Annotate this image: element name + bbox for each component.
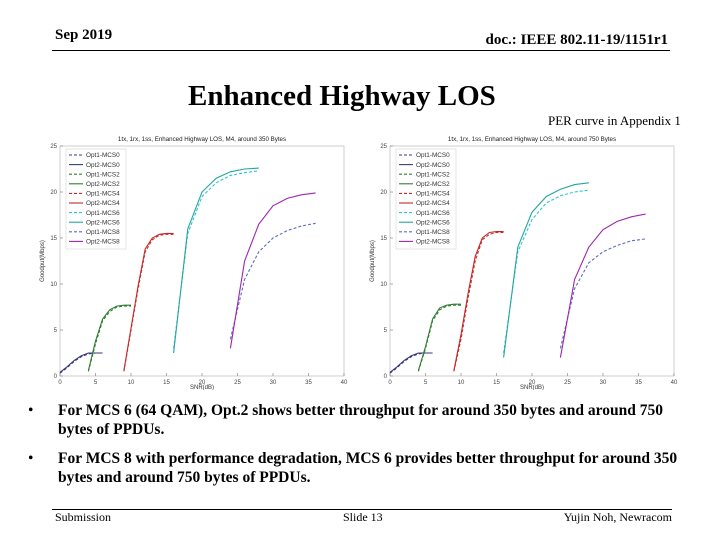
x-tick-label: 40 <box>671 380 678 386</box>
x-tick-label: 35 <box>305 380 312 386</box>
x-tick-label: 5 <box>94 380 98 386</box>
series-line-opt2-mcs6 <box>173 167 259 354</box>
chart-title: 1tx, 1rx, 1ss, Enhanced Highway LOS, M4,… <box>448 136 616 143</box>
x-tick-label: 5 <box>424 380 428 386</box>
y-tick-label: 10 <box>380 282 387 288</box>
x-tick-label: 30 <box>270 380 277 386</box>
legend-entry: Opt2-MCS0 <box>86 162 120 169</box>
legend-entry: Opt2-MCS2 <box>86 181 120 188</box>
legend-entry: Opt1-MCS4 <box>416 191 450 198</box>
series-line-opt1-mcs2 <box>417 304 461 372</box>
series-line-opt2-mcs6 <box>503 182 589 358</box>
series-line-opt1-mcs8 <box>559 238 646 349</box>
bullet-list: • For MCS 6 (64 QAM), Opt.2 shows better… <box>28 401 698 497</box>
series-line-opt2-mcs8 <box>229 192 316 349</box>
x-tick-label: 25 <box>234 380 241 386</box>
legend-entry: Opt2-MCS0 <box>416 162 450 169</box>
series-line-opt2-mcs0 <box>389 352 433 373</box>
y-tick-label: 15 <box>50 236 57 242</box>
y-tick-label: 0 <box>384 374 388 380</box>
y-tick-label: 20 <box>380 190 387 196</box>
x-tick-label: 20 <box>529 380 536 386</box>
series-line-opt2-mcs2 <box>87 304 131 371</box>
legend-entry: Opt1-MCS8 <box>86 229 120 236</box>
legend-entry: Opt1-MCS8 <box>416 229 450 236</box>
y-tick-label: 10 <box>50 282 57 288</box>
legend-entry: Opt1-MCS6 <box>416 210 450 217</box>
footer-slide-number: Slide 13 <box>343 510 383 524</box>
x-tick-label: 10 <box>458 380 465 386</box>
series-line-opt2-mcs4 <box>453 231 504 371</box>
legend-entry: Opt1-MCS2 <box>416 171 450 178</box>
y-tick-label: 15 <box>380 236 387 242</box>
y-tick-label: 20 <box>50 190 57 196</box>
header-doc-id: doc.: IEEE 802.11-19/1151r1 <box>485 32 668 48</box>
appendix-note: PER curve in Appendix 1 <box>548 113 681 128</box>
x-tick-label: 15 <box>493 380 500 386</box>
bullet-text-mcs8: For MCS 8 with performance degradation, … <box>58 450 678 486</box>
series-line-opt2-mcs2 <box>417 303 461 371</box>
slide-title: Enhanced Highway LOS <box>188 80 496 112</box>
legend-entry: Opt1-MCS0 <box>416 152 450 159</box>
legend-box <box>65 148 127 250</box>
legend-entry: Opt1-MCS2 <box>86 171 120 178</box>
series-line-opt2-mcs8 <box>559 213 646 358</box>
legend-entry: Opt2-MCS4 <box>416 200 450 207</box>
bullet-item-mcs8: • For MCS 8 with performance degradation… <box>28 449 698 487</box>
x-axis-label: SNR(dB) <box>190 385 214 390</box>
y-tick-label: 25 <box>50 144 57 150</box>
series-line-opt2-mcs0 <box>59 352 103 373</box>
header-divider <box>52 50 670 51</box>
legend-entry: Opt1-MCS0 <box>86 152 120 159</box>
y-tick-label: 5 <box>384 328 388 334</box>
plot-area <box>389 145 675 377</box>
y-tick-label: 25 <box>380 144 387 150</box>
x-tick-label: 25 <box>564 380 571 386</box>
x-tick-label: 0 <box>388 380 392 386</box>
y-tick-label: 5 <box>54 328 58 334</box>
x-tick-label: 35 <box>635 380 642 386</box>
legend-entry: Opt2-MCS8 <box>86 239 120 246</box>
chart-title: 1tx, 1rx, 1ss, Enhanced Highway LOS, M4,… <box>118 136 286 143</box>
chart-350-bytes: 1tx, 1rx, 1ss, Enhanced Highway LOS, M4,… <box>40 136 348 390</box>
footer-submission: Submission <box>55 510 112 524</box>
header-date: Sep 2019 <box>55 27 113 43</box>
x-tick-label: 20 <box>199 380 206 386</box>
y-tick-label: 0 <box>54 374 58 380</box>
legend-entry: Opt2-MCS6 <box>416 219 450 226</box>
footer-divider <box>52 509 672 510</box>
y-axis-label: Goodput(Mbps) <box>40 240 46 282</box>
bullet-item-mcs6: • For MCS 6 (64 QAM), Opt.2 shows better… <box>28 401 698 439</box>
series-line-opt1-mcs6 <box>503 189 589 354</box>
bullet-mark: • <box>28 450 34 467</box>
legend-entry: Opt2-MCS6 <box>86 219 120 226</box>
legend-entry: Opt1-MCS4 <box>86 191 120 198</box>
legend-entry: Opt2-MCS2 <box>416 181 450 188</box>
legend-entry: Opt2-MCS8 <box>416 239 450 246</box>
series-line-opt1-mcs8 <box>229 222 316 340</box>
series-line-opt2-mcs4 <box>123 232 174 371</box>
legend-entry: Opt1-MCS6 <box>86 210 120 217</box>
bullet-mark: • <box>28 402 34 419</box>
x-tick-label: 40 <box>341 380 348 386</box>
legend-entry: Opt2-MCS4 <box>86 200 120 207</box>
x-axis-label: SNR(dB) <box>520 385 544 390</box>
x-tick-label: 30 <box>600 380 607 386</box>
footer-author: Yujin Noh, Newracom <box>563 510 672 524</box>
y-axis-label: Goodput(Mbps) <box>370 240 376 282</box>
bullet-text-mcs6: For MCS 6 (64 QAM), Opt.2 shows better t… <box>58 402 663 438</box>
x-tick-label: 10 <box>128 380 135 386</box>
x-tick-label: 0 <box>58 380 62 386</box>
chart-750-bytes: 1tx, 1rx, 1ss, Enhanced Highway LOS, M4,… <box>370 136 678 390</box>
x-tick-label: 15 <box>163 380 170 386</box>
